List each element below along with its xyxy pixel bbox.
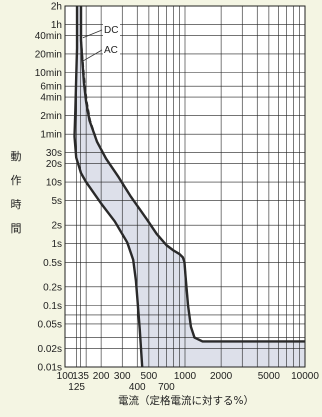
y-axis-label-char-3: 時 [10,198,22,211]
y-tick-label: 30s [46,148,62,159]
y-tick-label: 6min [40,82,62,93]
y-tick-label: 1s [51,239,62,250]
y-tick-label: 2s [51,221,62,232]
x-tick-label: 700 [158,382,175,393]
y-tick-label: 4min [40,93,62,104]
y-tick-label: 0.02s [38,344,62,355]
x-tick-label: 5000 [258,371,281,382]
y-tick-label: 0.2s [43,282,62,293]
y-tick-label: 0.5s [43,258,62,269]
y-tick-label: 10min [35,68,62,79]
series-ac-line [79,6,305,343]
x-tick-label: 2000 [210,371,233,382]
x-tick-label: 100 [57,371,74,382]
y-tick-label: 10s [46,178,62,189]
x-tick-label: 135 [72,371,89,382]
y-axis-label-char-2: 作 [10,174,22,187]
x-tick-label: 300 [114,371,131,382]
y-tick-label: 2min [40,111,62,122]
y-tick-label: 5s [51,196,62,207]
x-tick-label: 125 [68,382,85,393]
y-tick-label: 20s [46,159,62,170]
annotation-ac-label: AC [104,45,118,56]
operating-band [74,6,305,367]
series-lower-line [73,6,144,368]
annotation-bg [103,24,120,36]
annotation-dc-label: DC [104,25,118,36]
y-tick-label: 1h [51,20,62,31]
plot-frame [64,5,306,368]
y-tick-label: 0.1s [43,301,62,312]
y-tick-label: 2h [51,2,62,13]
y-axis-label-char-1: 動 [10,150,22,163]
x-tick-label: 1000 [174,371,197,382]
y-axis-label-char-4: 間 [10,222,22,235]
y-tick-label: 20min [35,49,62,60]
x-tick-label: 10000 [291,371,319,382]
y-tick-label: 1min [40,130,62,141]
annotation-leader-ac [81,49,103,63]
annotation-leader-dc [82,29,103,39]
y-tick-label: 0.01s [38,363,62,374]
x-axis-label: 電流（定格電流に対する%） [118,394,254,407]
y-tick-label: 40min [35,31,62,42]
annotation-bg [103,44,120,56]
x-tick-label: 500 [141,371,158,382]
y-tick-label: 0.05s [38,319,62,330]
x-tick-label: 400 [129,382,146,393]
x-tick-label: 200 [93,371,110,382]
